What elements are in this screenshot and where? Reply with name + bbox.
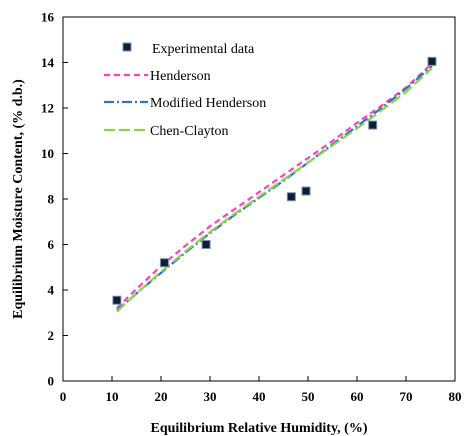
y-tick-label: 16 <box>41 10 55 25</box>
y-tick-label: 4 <box>48 283 55 298</box>
y-tick-label: 0 <box>48 374 55 389</box>
y-axis-title: Equilibrium Moisture Content, (% d.b.) <box>11 79 26 319</box>
data-point <box>301 186 311 196</box>
y-tick-label: 8 <box>48 192 55 207</box>
legend-marker <box>122 42 132 52</box>
legend-label: Modified Henderson <box>150 96 266 111</box>
ticks-layer: 0 10 20 30 40 50 60 70 80 0 2 4 6 8 10 12 14 16 <box>41 10 462 405</box>
y-tick-label: 12 <box>41 101 54 116</box>
y-tick-label: 14 <box>41 55 55 70</box>
x-tick-label: 40 <box>253 389 266 404</box>
data-point <box>427 56 437 66</box>
data-point <box>286 192 296 202</box>
y-tick-label: 6 <box>48 237 55 252</box>
x-tick-label: 10 <box>106 389 119 404</box>
legend-label: Henderson <box>150 69 211 84</box>
x-tick-label: 30 <box>204 389 217 404</box>
series-line-chen-clayton <box>116 67 433 313</box>
x-tick-label: 60 <box>351 389 364 404</box>
data-point <box>368 120 378 130</box>
x-tick-label: 80 <box>449 389 462 404</box>
y-tick-label: 10 <box>41 146 54 161</box>
legend-label: Experimental data <box>152 42 255 57</box>
x-tick-label: 20 <box>155 389 168 404</box>
x-tick-label: 0 <box>60 389 67 404</box>
x-axis-title: Equilibrium Relative Humidity, (%) <box>150 421 367 436</box>
data-point <box>201 240 211 249</box>
data-point <box>112 295 122 305</box>
y-tick-label: 2 <box>48 328 55 343</box>
x-tick-label: 70 <box>400 389 413 404</box>
x-tick-label: 50 <box>302 389 315 404</box>
series-layer <box>112 56 437 313</box>
legend: Experimental data Henderson Modified Hende… <box>104 42 266 139</box>
legend-label: Chen-Clayton <box>150 124 229 139</box>
data-point <box>159 258 169 268</box>
